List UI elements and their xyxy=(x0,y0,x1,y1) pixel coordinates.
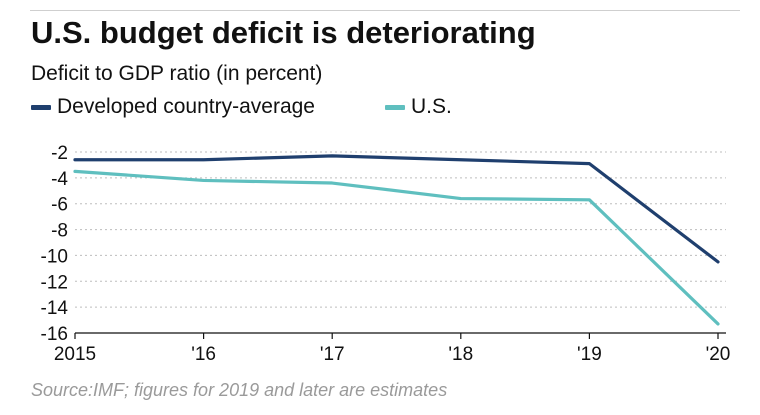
x-tick-label: '19 xyxy=(577,344,602,365)
y-tick-label: -10 xyxy=(41,246,68,267)
series-line-developed xyxy=(73,154,720,264)
x-tick-label: '17 xyxy=(320,344,345,365)
series-line-us xyxy=(73,169,720,326)
legend-swatch-developed xyxy=(31,104,51,110)
legend-label-developed: Developed country-average xyxy=(57,95,315,118)
chart-title: U.S. budget deficit is deteriorating xyxy=(31,15,536,50)
y-tick-label: -12 xyxy=(41,272,68,293)
x-tick-label: '20 xyxy=(706,344,731,365)
grid-layer xyxy=(75,151,726,308)
top-rule xyxy=(30,10,740,11)
x-tick-label: '16 xyxy=(191,344,216,365)
legend-item-us: U.S. xyxy=(385,93,452,121)
series-layer xyxy=(73,154,720,326)
y-tick-label: -16 xyxy=(41,324,68,345)
x-tick-label: 2015 xyxy=(54,344,96,365)
y-tick-label: -8 xyxy=(51,221,68,242)
y-tick-label: -6 xyxy=(51,195,68,216)
legend-item-developed: Developed country-average xyxy=(31,93,315,121)
legend-label-us: U.S. xyxy=(411,95,452,118)
y-tick-label: -4 xyxy=(51,169,68,190)
legend-swatch-us xyxy=(385,104,405,110)
y-tick-label: -14 xyxy=(41,298,69,319)
chart-subtitle: Deficit to GDP ratio (in percent) xyxy=(31,62,323,85)
x-tick-label: '18 xyxy=(448,344,473,365)
y-tick-label: -2 xyxy=(51,143,68,164)
source-note: Source:IMF; figures for 2019 and later a… xyxy=(31,380,448,400)
